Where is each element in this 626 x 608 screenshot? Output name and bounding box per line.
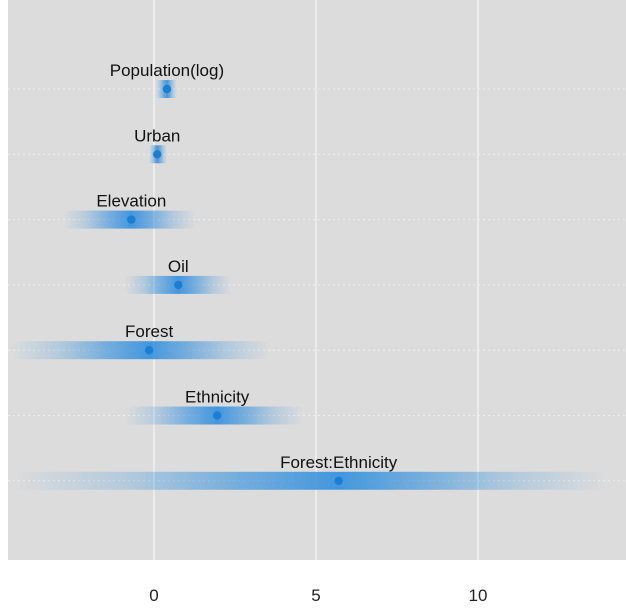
estimate-points [127, 84, 343, 485]
estimate-point [153, 150, 162, 159]
coefficient-label: Elevation [96, 192, 166, 211]
coefficient-labels: Population(log) Urban Elevation Oil Forest Et… [96, 61, 397, 472]
estimate-point [144, 346, 154, 355]
estimate-point [127, 215, 136, 224]
coefficient-label: Ethnicity [185, 388, 250, 407]
interval-band [11, 471, 608, 490]
estimate-point [162, 84, 172, 94]
estimate-point [334, 476, 343, 485]
x-tick-label: 5 [311, 586, 320, 605]
plot-panel [8, 0, 626, 560]
coefficient-label: Forest [125, 322, 173, 341]
interval-band [11, 341, 271, 360]
x-tick-label: 0 [149, 586, 158, 605]
estimate-point [174, 280, 183, 290]
coefficient-label: Forest:Ethnicity [280, 453, 398, 472]
x-tick-label: 10 [469, 586, 488, 605]
coefficient-label: Population(log) [110, 61, 224, 80]
coefficient-label: Urban [134, 126, 180, 145]
x-axis-ticks: 0 5 10 [149, 586, 487, 605]
estimate-point [212, 411, 222, 420]
coefficient-label: Oil [168, 257, 189, 276]
